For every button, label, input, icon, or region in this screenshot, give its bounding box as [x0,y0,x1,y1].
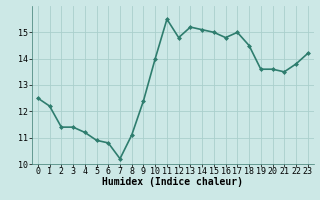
X-axis label: Humidex (Indice chaleur): Humidex (Indice chaleur) [102,177,243,187]
